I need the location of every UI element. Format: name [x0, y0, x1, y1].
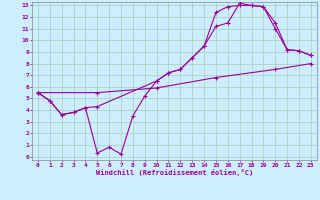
X-axis label: Windchill (Refroidissement éolien,°C): Windchill (Refroidissement éolien,°C): [96, 169, 253, 176]
